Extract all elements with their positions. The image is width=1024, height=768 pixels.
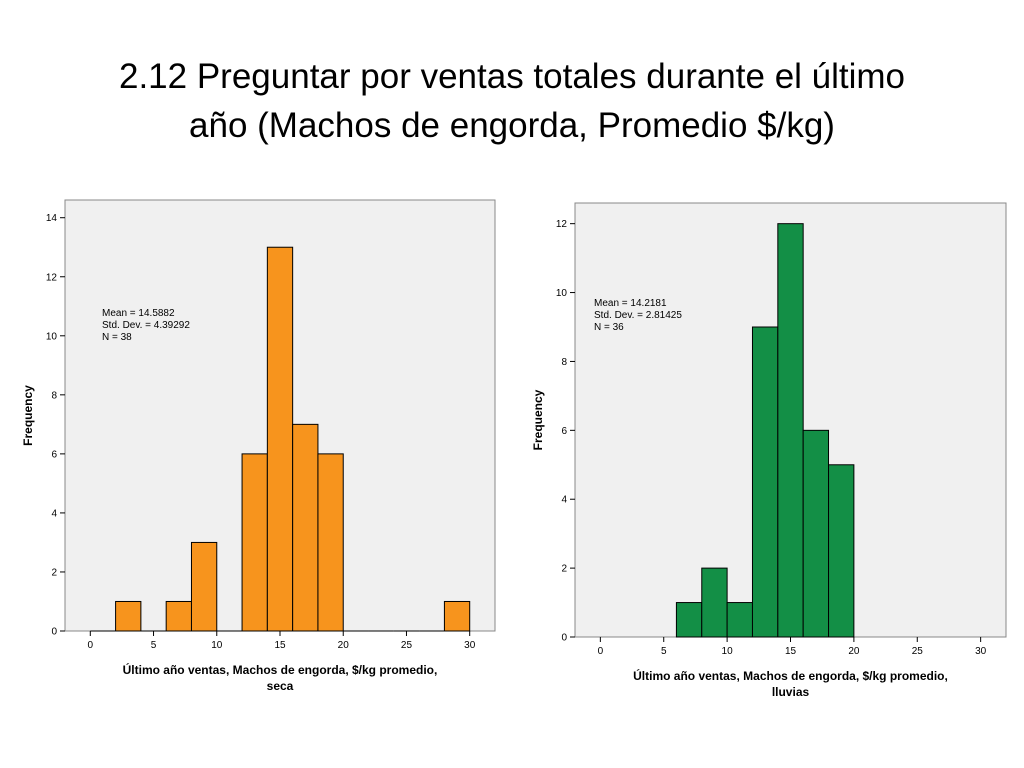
- slide-title: 2.12 Preguntar por ventas totales durant…: [0, 52, 1024, 150]
- chart-0-ytick-label-1: 2: [51, 567, 57, 578]
- chart-0-xtick-label-5: 25: [401, 640, 413, 651]
- chart-0-ytick-label-0: 0: [51, 627, 57, 638]
- chart-0-ytick-label-5: 10: [46, 331, 58, 342]
- chart-1-ytick-label-5: 10: [556, 288, 568, 299]
- chart-0-bar-3: [165, 600, 192, 632]
- chart-0-ytick-label-7: 14: [46, 213, 58, 224]
- chart-1-xlabel-line-0: Último año ventas, Machos de engorda, $/…: [633, 668, 948, 683]
- chart-1-xtick-label-1: 5: [661, 646, 667, 657]
- chart-1-xlabel-line-1: lluvias: [772, 685, 810, 699]
- chart-0-stats-line-2: N = 38: [102, 332, 132, 343]
- chart-0-xlabel-line-0: Último año ventas, Machos de engorda, $/…: [123, 662, 438, 677]
- chart-1-ytick-label-1: 2: [561, 564, 567, 575]
- chart-1-xtick-label-4: 20: [848, 646, 860, 657]
- chart-0-xtick-label-0: 0: [88, 640, 94, 651]
- chart-0-ylabel: Frequency: [21, 385, 35, 446]
- chart-1-bar-6: [828, 464, 855, 638]
- chart-0-xtick-label-3: 15: [274, 640, 286, 651]
- chart-0-ytick-label-6: 12: [46, 272, 58, 283]
- histogram-lluvias: 0 2 4 6 8 10 12 0 5 10 15 20 25 30 Frequency Último año…: [520, 185, 1020, 715]
- chart-1-xtick-label-2: 10: [722, 646, 734, 657]
- chart-0-stats-line-0: Mean = 14.5882: [102, 308, 175, 319]
- chart-1-bar-1: [701, 567, 728, 638]
- chart-0-bar-1: [115, 600, 142, 632]
- chart-1-xtick-label-5: 25: [912, 646, 924, 657]
- chart-0-xtick-label-6: 30: [464, 640, 476, 651]
- chart-1-ytick-label-2: 4: [561, 495, 567, 506]
- chart-0-xtick-label-4: 20: [338, 640, 350, 651]
- histogram-seca: 0 2 4 6 8 10 12 14 0 5 10 15 20 25 30 Frequency Último a…: [10, 185, 510, 715]
- histogram-lluvias-svg: 0 2 4 6 8 10 12 0 5 10 15 20 25 30 Frequency Último año…: [531, 202, 1007, 699]
- chart-1-ytick-label-4: 8: [561, 357, 567, 368]
- chart-1-stats-line-1: Std. Dev. = 2.81425: [594, 310, 682, 321]
- chart-1-bar-4: [777, 223, 804, 638]
- chart-0-stats-line-1: Std. Dev. = 4.39292: [102, 320, 190, 331]
- chart-0-bar-8: [292, 423, 319, 632]
- chart-1-stats-line-2: N = 36: [594, 322, 624, 333]
- chart-1-bar-3: [751, 326, 779, 638]
- chart-0-bar-7: [266, 246, 294, 632]
- chart-0-bar-9: [317, 453, 344, 632]
- chart-1-xtick-label-3: 15: [785, 646, 797, 657]
- chart-1-ytick-label-6: 12: [556, 219, 568, 230]
- chart-0-ytick-label-2: 4: [51, 508, 57, 519]
- chart-1-ytick-label-3: 6: [561, 426, 567, 437]
- chart-1-stats-line-0: Mean = 14.2181: [594, 298, 667, 309]
- slide-title-line-1: 2.12 Preguntar por ventas totales durant…: [118, 57, 906, 96]
- chart-1-xtick-label-0: 0: [598, 646, 604, 657]
- chart-0-bar-4: [190, 541, 218, 632]
- chart-1-bar-2: [726, 602, 753, 638]
- chart-1-bar-5: [802, 429, 830, 638]
- chart-0-ytick-label-3: 6: [51, 449, 57, 460]
- slide-title-line-2: año (Machos de engorda, Promedio $/kg): [189, 106, 835, 145]
- chart-1-ytick-label-0: 0: [561, 633, 567, 644]
- chart-1-ylabel: Frequency: [531, 389, 545, 450]
- chart-0-xtick-label-2: 10: [211, 640, 223, 651]
- chart-1-xtick-label-6: 30: [975, 646, 987, 657]
- chart-0-xtick-label-1: 5: [151, 640, 157, 651]
- chart-1-bar-0: [675, 602, 703, 638]
- histogram-seca-svg: 0 2 4 6 8 10 12 14 0 5 10 15 20 25 30 Frequency Último a…: [21, 199, 496, 693]
- chart-0-ytick-label-4: 8: [51, 390, 57, 401]
- chart-0-bar-14: [443, 600, 471, 632]
- chart-0-xlabel-line-1: seca: [267, 679, 294, 693]
- chart-0-bar-6: [241, 453, 268, 632]
